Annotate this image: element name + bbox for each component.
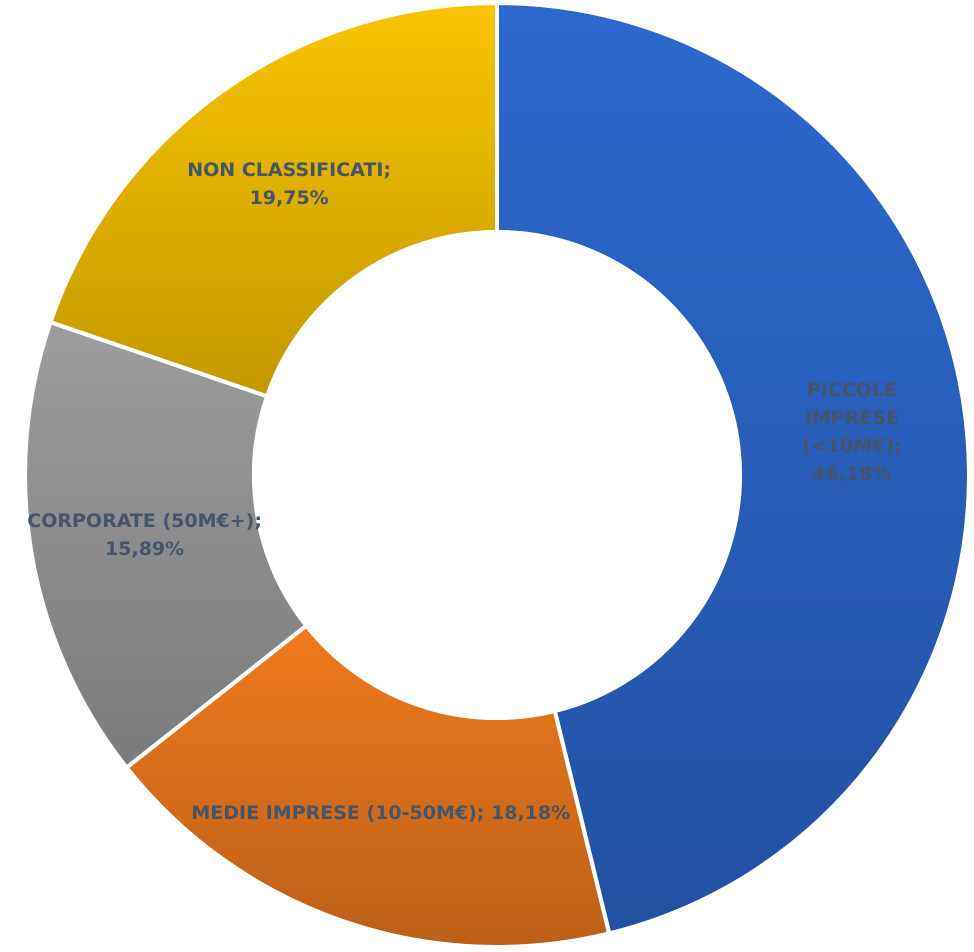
data-label-text: MEDIE IMPRESE (10-50M€); 18,18%	[186, 799, 576, 827]
data-label-text: PICCOLE IMPRESE (<10M€); 46,18%	[782, 376, 922, 488]
data-label-text: NON CLASSIFICATI; 19,75%	[164, 156, 414, 212]
data-label-box: NON CLASSIFICATI; 19,75%	[164, 104, 414, 264]
data-label-text: CORPORATE (50M€+); 15,89%	[20, 507, 270, 563]
label-value: 15,89%	[105, 538, 185, 561]
data-label-box: MEDIE IMPRESE (10-50M€); 18,18%	[186, 733, 576, 893]
label-value: 46,18%	[812, 463, 892, 486]
label-separator: ;	[254, 510, 262, 533]
label-category: PICCOLE IMPRESE (<10M€)	[802, 379, 900, 458]
data-label-box: PICCOLE IMPRESE (<10M€); 46,18%	[782, 352, 922, 512]
label-separator: ;	[894, 435, 902, 458]
label-value: 18,18%	[491, 802, 571, 825]
label-category: CORPORATE (50M€+)	[27, 510, 255, 533]
label-separator: ;	[383, 159, 392, 182]
data-label-box: CORPORATE (50M€+); 15,89%	[20, 455, 270, 615]
data-label: NON CLASSIFICATI; 19,75%	[164, 104, 414, 264]
label-separator: ;	[476, 802, 485, 825]
label-category: NON CLASSIFICATI	[187, 159, 384, 182]
label-value: 19,75%	[249, 187, 329, 210]
data-label: PICCOLE IMPRESE (<10M€); 46,18%	[782, 352, 922, 512]
label-category: MEDIE IMPRESE (10-50M€)	[191, 802, 477, 825]
data-label: MEDIE IMPRESE (10-50M€); 18,18%	[186, 733, 576, 893]
data-label: CORPORATE (50M€+); 15,89%	[20, 455, 270, 615]
